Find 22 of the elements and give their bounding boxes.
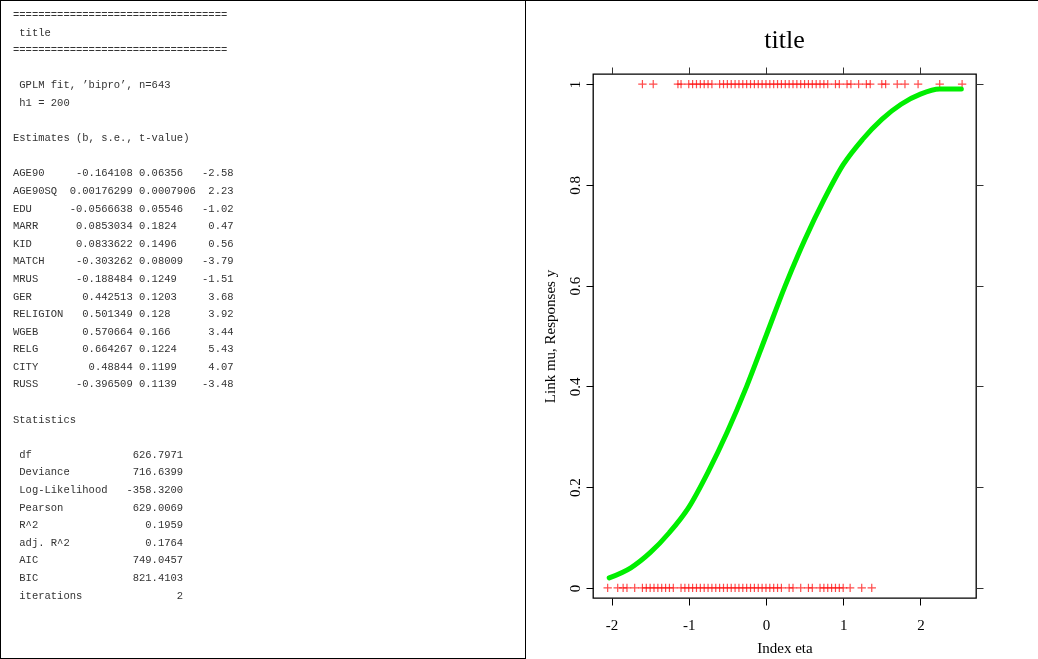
y-tick-label: 0.6 (566, 276, 583, 296)
chart-title: title (764, 24, 805, 54)
x-axis-title: Index eta (757, 639, 814, 656)
x-tick-label: -1 (683, 616, 696, 633)
text: df 626.7971 Deviance 716.6399 Log-Likelihood -358.3200 Pearson 629.0069 R^2 0.1959 adj. R^2 0.1764 AIC 749.0457 BIC 821.4103 iterations 2 (19, 448, 184, 602)
y-tick-label: 0 (566, 584, 583, 593)
text: GPLM fit, ’bipro’, n=643 h1 = 200 (19, 79, 171, 109)
y-tick-label: 0.4 (566, 377, 583, 397)
x-tick-label: 0 (762, 616, 771, 633)
text: title (19, 26, 51, 39)
text: Estimates (b, s.e., t-value) (13, 132, 190, 145)
x-tick-label: 2 (917, 616, 925, 633)
y-axis-title: Link mu, Responses y (541, 269, 558, 404)
text: Statistics (13, 413, 77, 426)
text: AGE90 -0.164108 0.06356 -2.58 AGE90SQ 0.00176299 0.0007906 2.23 EDU -0.0566638 0.05546 -1.02 MARR 0.0853034 0.1824 0.47 KID 0.0833622 0.1496 0.56 MATCH -0.303262 0.08009 -3.79 MRUS -0.188484 0.1249 -1.51 GER 0.442513 0.1203 3.68 RELIGION 0.501349 0.128 3.92 WGEB 0.570664 0.166 3.44 RELG 0.664267 0.1224 5.43 CITY 0.48844 0.1199 4.07 RUSS -0.396509 0.1139 -3.48 (13, 167, 234, 391)
text: ================================== (13, 9, 228, 21)
x-tick-label: 1 (839, 616, 848, 633)
text: ================================== (13, 44, 228, 57)
y-tick-label: 1 (566, 80, 583, 89)
x-tick-label: -2 (605, 616, 619, 633)
y-tick-label: 0.8 (566, 175, 583, 195)
y-tick-label: 0.2 (566, 478, 583, 498)
